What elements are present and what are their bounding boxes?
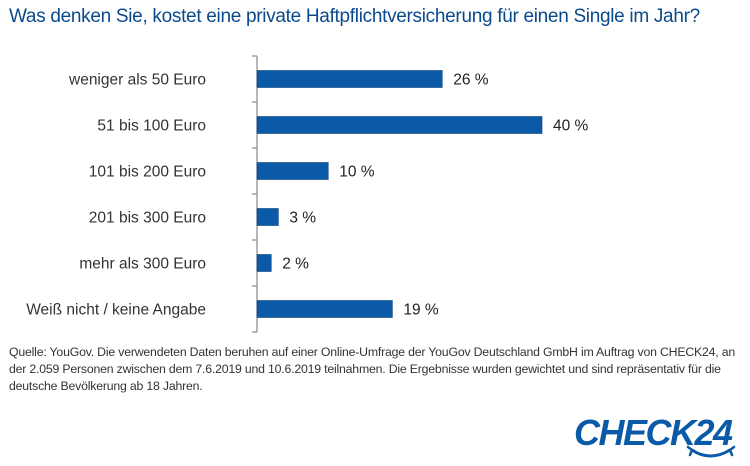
bar bbox=[256, 70, 443, 88]
bar bbox=[256, 162, 329, 180]
value-label: 19 % bbox=[403, 302, 439, 319]
category-labels: weniger als 50 Euro 51 bis 100 Euro 101 bi… bbox=[26, 72, 206, 319]
category-label: weniger als 50 Euro bbox=[68, 72, 206, 89]
value-labels: 26 % 40 % 10 % 3 % 2 % 19 % bbox=[282, 72, 588, 319]
check24-logo: CHECK24 bbox=[574, 412, 736, 458]
category-label: 51 bis 100 Euro bbox=[97, 118, 206, 135]
value-label: 10 % bbox=[339, 164, 375, 181]
value-label: 40 % bbox=[553, 118, 589, 135]
source-note: Quelle: YouGov. Die verwendeten Daten be… bbox=[9, 345, 735, 393]
y-axis bbox=[252, 55, 258, 333]
category-label: Weiß nicht / keine Angabe bbox=[26, 302, 206, 319]
value-label: 3 % bbox=[289, 210, 316, 227]
smile-arrow-left-head bbox=[686, 445, 694, 457]
smile-arrow-icon bbox=[690, 448, 732, 458]
value-label: 2 % bbox=[282, 256, 309, 273]
category-label: 101 bis 200 Euro bbox=[89, 164, 206, 181]
category-label: 201 bis 300 Euro bbox=[89, 210, 206, 227]
bar bbox=[256, 116, 543, 134]
bar bbox=[256, 300, 393, 318]
bar bbox=[256, 254, 272, 272]
bar bbox=[256, 208, 279, 226]
category-label: mehr als 300 Euro bbox=[79, 256, 206, 273]
value-label: 26 % bbox=[453, 72, 489, 89]
bars bbox=[256, 70, 543, 318]
chart-title: Was denken Sie, kostet eine private Haft… bbox=[9, 6, 700, 27]
logo-text: CHECK24 bbox=[574, 412, 733, 453]
bar-chart: weniger als 50 Euro 51 bis 100 Euro 101 bi… bbox=[26, 55, 589, 333]
smile-arrow-right-head bbox=[728, 445, 736, 457]
